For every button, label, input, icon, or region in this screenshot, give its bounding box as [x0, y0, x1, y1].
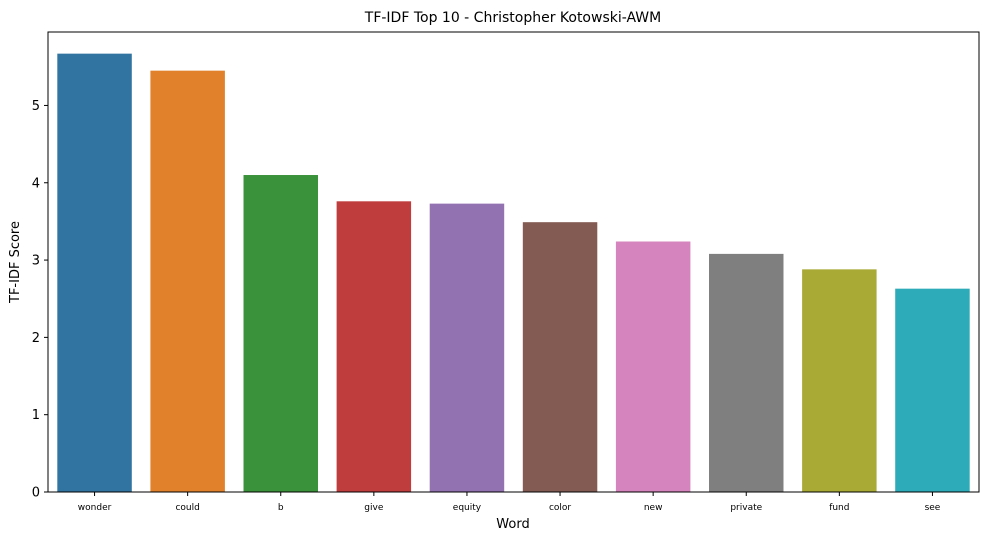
y-tick-label: 1: [32, 408, 40, 423]
x-tick-label: could: [175, 503, 199, 513]
bar-wonder: [57, 53, 132, 492]
y-tick-label: 5: [32, 99, 40, 114]
y-axis: 0 1 2 3 4 5: [32, 99, 48, 501]
x-tick-label: new: [644, 503, 663, 513]
y-tick-label: 3: [32, 254, 40, 269]
bar-color: [522, 222, 598, 492]
bar-could: [150, 70, 225, 493]
bars-group: [57, 53, 970, 493]
bar-b: [243, 175, 318, 492]
bar-give: [336, 201, 412, 493]
bar-fund: [802, 269, 877, 492]
x-tick-label: wonder: [78, 503, 112, 513]
x-axis: wonder could b give equity color new private fun…: [78, 492, 941, 513]
plot-frame: [47, 31, 980, 493]
y-axis-label: TF-IDF Score: [8, 221, 23, 304]
bar-new: [615, 241, 691, 492]
bar-equity: [429, 203, 505, 492]
x-tick-label: see: [925, 503, 941, 513]
x-axis-label: Word: [496, 517, 529, 532]
y-tick-label: 2: [32, 331, 40, 346]
bar-private: [709, 253, 784, 492]
x-tick-label: color: [549, 503, 571, 513]
chart-title: TF-IDF Top 10 - Christopher Kotowski-AWM: [364, 10, 661, 26]
x-tick-label: fund: [829, 503, 849, 513]
bar-see: [895, 288, 970, 492]
x-tick-label: b: [278, 503, 284, 513]
x-tick-label: private: [730, 503, 762, 513]
y-tick-label: 4: [32, 176, 40, 191]
x-tick-label: give: [364, 503, 384, 513]
y-tick-label: 0: [32, 486, 40, 501]
x-tick-label: equity: [453, 503, 482, 513]
